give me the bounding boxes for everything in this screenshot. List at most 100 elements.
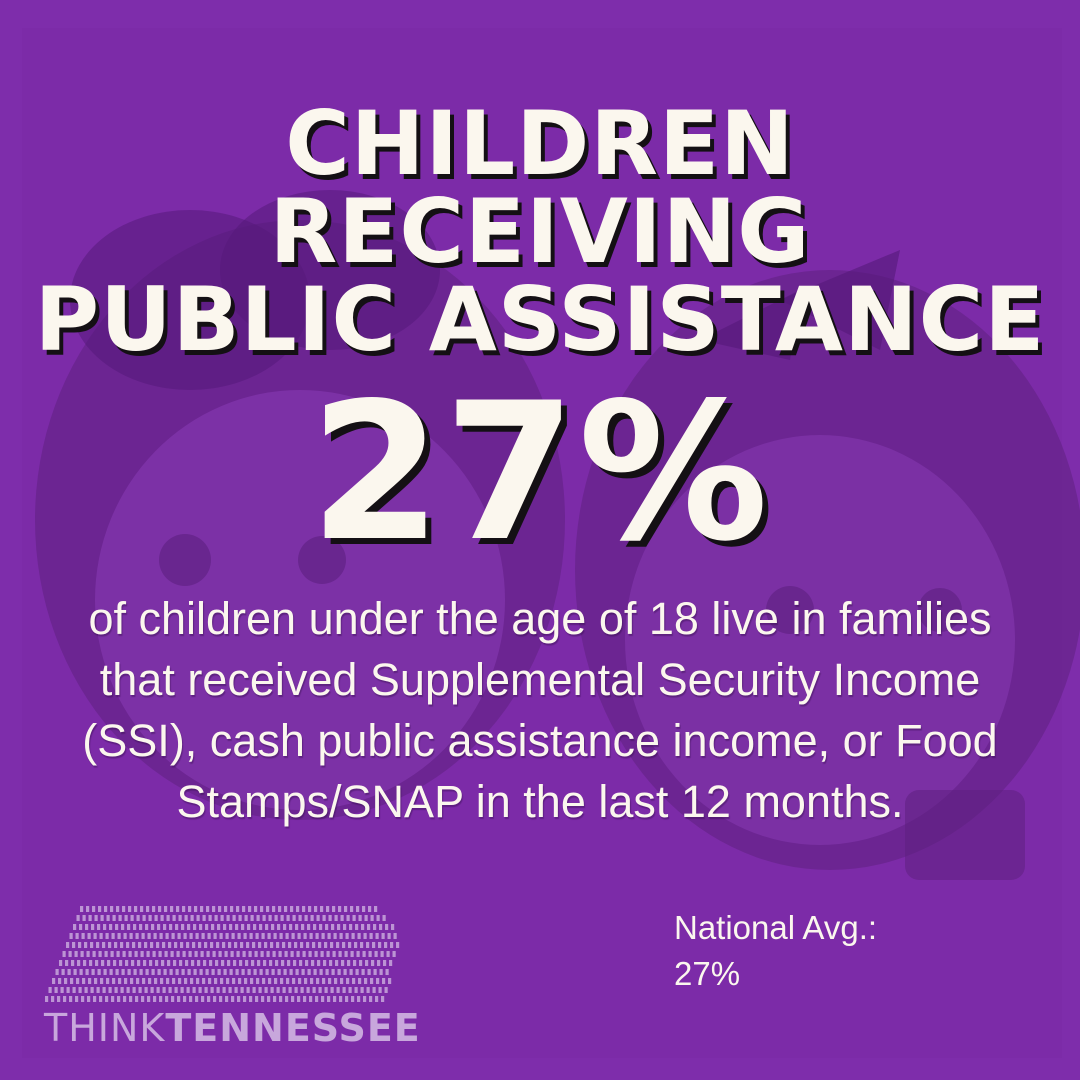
map-dot xyxy=(106,915,110,921)
map-dot xyxy=(283,969,287,975)
map-dot xyxy=(384,942,388,948)
map-dot xyxy=(76,978,80,984)
map-dot xyxy=(259,924,263,930)
map-dot xyxy=(288,942,292,948)
map-dot xyxy=(308,951,312,957)
map-dot xyxy=(350,951,354,957)
map-dot xyxy=(186,987,190,993)
map-dot xyxy=(366,987,370,993)
map-dot xyxy=(244,915,248,921)
map-dot xyxy=(140,906,144,912)
map-dot xyxy=(75,996,79,1002)
map-dot xyxy=(114,942,118,948)
map-dot xyxy=(144,987,148,993)
map-dot xyxy=(313,969,317,975)
map-dot xyxy=(324,987,328,993)
map-dot xyxy=(64,978,68,984)
map-dot xyxy=(240,987,244,993)
tennessee-map-icon xyxy=(45,906,400,1002)
map-dot xyxy=(219,996,223,1002)
map-dot xyxy=(151,924,155,930)
map-dot xyxy=(199,969,203,975)
map-dot xyxy=(232,915,236,921)
map-dot xyxy=(231,933,235,939)
map-dot xyxy=(94,915,98,921)
map-dot xyxy=(96,942,100,948)
map-dot xyxy=(151,969,155,975)
map-dot xyxy=(73,969,77,975)
map-dot xyxy=(101,960,105,966)
map-dot xyxy=(261,933,265,939)
map-dot xyxy=(312,987,316,993)
map-dot xyxy=(274,978,278,984)
map-dot xyxy=(260,906,264,912)
map-dot xyxy=(332,951,336,957)
map-dot xyxy=(311,960,315,966)
map-dot xyxy=(158,906,162,912)
national-average: National Avg.: 27% xyxy=(674,905,934,997)
map-dot xyxy=(234,942,238,948)
map-dot xyxy=(194,906,198,912)
map-dot xyxy=(220,915,224,921)
map-dot xyxy=(318,987,322,993)
map-dot xyxy=(358,915,362,921)
map-dot xyxy=(373,969,377,975)
map-dot xyxy=(119,960,123,966)
map-dot xyxy=(337,924,341,930)
map-dot xyxy=(330,942,334,948)
map-dot xyxy=(250,915,254,921)
map-dot xyxy=(365,960,369,966)
map-dot xyxy=(202,915,206,921)
map-dot xyxy=(132,942,136,948)
map-dot xyxy=(104,951,108,957)
map-dot xyxy=(61,969,65,975)
map-dot xyxy=(147,933,151,939)
map-dot xyxy=(213,996,217,1002)
map-dot xyxy=(334,915,338,921)
map-dot xyxy=(243,933,247,939)
map-dot xyxy=(62,951,66,957)
map-dot xyxy=(66,987,70,993)
map-dot xyxy=(333,996,337,1002)
map-dot xyxy=(52,978,56,984)
map-dot xyxy=(366,942,370,948)
map-dot xyxy=(214,915,218,921)
map-dot xyxy=(291,996,295,1002)
map-dot xyxy=(175,924,179,930)
map-dot xyxy=(176,951,180,957)
map-dot xyxy=(275,960,279,966)
map-dot xyxy=(359,960,363,966)
map-dot xyxy=(84,942,88,948)
map-dot xyxy=(69,933,73,939)
map-dot xyxy=(343,969,347,975)
map-dot xyxy=(226,978,230,984)
map-dot xyxy=(285,996,289,1002)
map-dot xyxy=(102,942,106,948)
map-dot xyxy=(160,915,164,921)
map-dot xyxy=(304,978,308,984)
map-dot xyxy=(385,924,389,930)
map-dot xyxy=(115,924,119,930)
map-dot xyxy=(340,915,344,921)
map-dot xyxy=(137,960,141,966)
map-dot xyxy=(337,969,341,975)
map-dot xyxy=(173,960,177,966)
map-dot xyxy=(113,960,117,966)
map-dot xyxy=(253,924,257,930)
map-dot xyxy=(368,951,372,957)
map-dot xyxy=(82,978,86,984)
map-dot xyxy=(230,906,234,912)
map-dot xyxy=(93,996,97,1002)
map-dot xyxy=(363,996,367,1002)
map-dot xyxy=(304,915,308,921)
map-dot xyxy=(347,960,351,966)
map-dot xyxy=(125,960,129,966)
map-dot xyxy=(234,987,238,993)
map-dot xyxy=(154,915,158,921)
map-dot xyxy=(242,906,246,912)
map-dot xyxy=(106,978,110,984)
map-dot xyxy=(217,924,221,930)
map-dot xyxy=(121,969,125,975)
map-dot xyxy=(302,951,306,957)
map-dot xyxy=(116,951,120,957)
